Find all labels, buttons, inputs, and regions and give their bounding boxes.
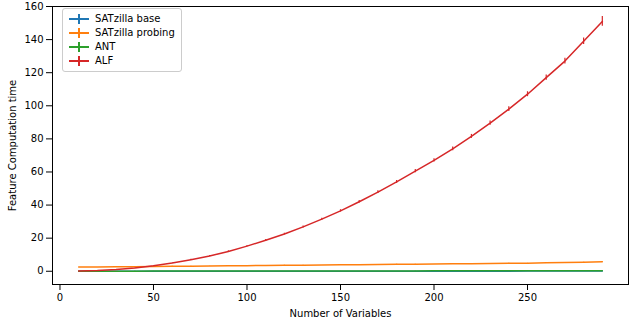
svg-text:60: 60 <box>31 166 44 177</box>
html-text:ANT: ANT <box>95 41 116 52</box>
html-text:SATzilla base: SATzilla base <box>95 13 161 24</box>
svg-text:100: 100 <box>237 292 256 303</box>
svg-text:80: 80 <box>31 133 44 144</box>
svg-text:Feature Computation time: Feature Computation time <box>7 80 18 211</box>
svg-text:100: 100 <box>24 100 43 111</box>
svg-text:160: 160 <box>24 1 43 12</box>
svg-text:140: 140 <box>24 34 43 45</box>
html-text:ALF: ALF <box>95 55 114 66</box>
svg-text:50: 50 <box>147 292 160 303</box>
html-text:SATzilla probing: SATzilla probing <box>95 27 175 38</box>
svg-text:Number of Variables: Number of Variables <box>290 308 392 319</box>
svg-text:200: 200 <box>424 292 443 303</box>
svg-text:20: 20 <box>31 232 44 243</box>
svg-text:0: 0 <box>37 265 43 276</box>
svg-text:150: 150 <box>331 292 350 303</box>
svg-text:120: 120 <box>24 67 43 78</box>
svg-text:40: 40 <box>31 199 44 210</box>
svg-text:250: 250 <box>518 292 537 303</box>
svg-text:0: 0 <box>57 292 63 303</box>
